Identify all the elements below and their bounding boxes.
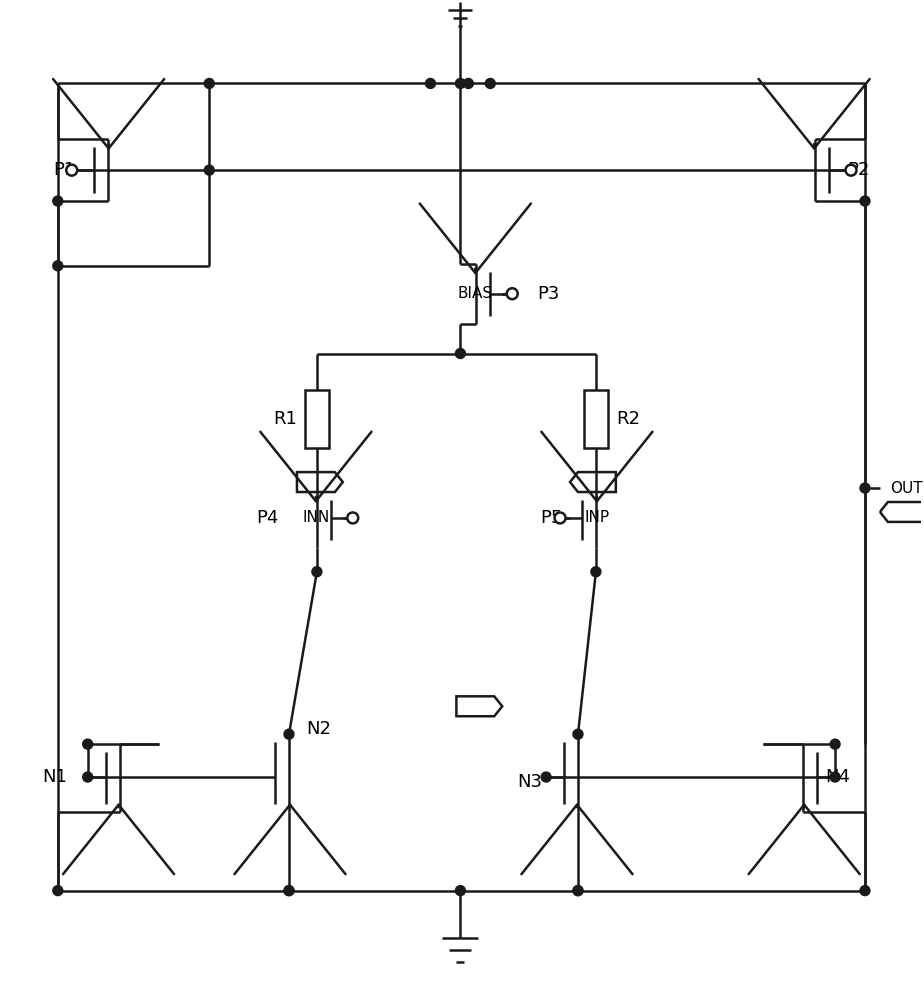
Circle shape — [860, 196, 870, 206]
Circle shape — [485, 78, 495, 88]
Circle shape — [284, 886, 294, 896]
Text: N2: N2 — [307, 720, 332, 738]
Bar — [305, 390, 329, 448]
Circle shape — [591, 567, 601, 577]
Circle shape — [284, 886, 294, 896]
Circle shape — [860, 886, 870, 896]
Circle shape — [347, 512, 359, 523]
Circle shape — [463, 78, 473, 88]
Circle shape — [53, 196, 63, 206]
Text: R1: R1 — [274, 410, 297, 428]
Circle shape — [830, 739, 840, 749]
Text: P3: P3 — [537, 285, 560, 303]
Text: OUT: OUT — [891, 481, 923, 496]
Text: INN: INN — [302, 510, 330, 525]
Circle shape — [83, 772, 92, 782]
Circle shape — [541, 772, 551, 782]
Circle shape — [845, 165, 857, 176]
Bar — [584, 390, 608, 448]
Circle shape — [554, 512, 565, 523]
Text: BIAS: BIAS — [457, 286, 492, 301]
Circle shape — [860, 483, 870, 493]
Text: N3: N3 — [517, 773, 542, 791]
Circle shape — [456, 886, 466, 896]
Circle shape — [312, 567, 322, 577]
Circle shape — [573, 886, 583, 896]
Text: P2: P2 — [847, 161, 870, 179]
Circle shape — [284, 729, 294, 739]
Circle shape — [506, 288, 517, 299]
Circle shape — [830, 772, 840, 782]
Circle shape — [456, 349, 466, 358]
Text: P4: P4 — [256, 509, 278, 527]
Circle shape — [67, 165, 78, 176]
Circle shape — [53, 886, 63, 896]
Text: R2: R2 — [615, 410, 639, 428]
Circle shape — [573, 729, 583, 739]
Circle shape — [573, 886, 583, 896]
Circle shape — [426, 78, 435, 88]
Text: N1: N1 — [43, 768, 67, 786]
Circle shape — [456, 78, 466, 88]
Text: INP: INP — [584, 510, 610, 525]
Circle shape — [83, 739, 92, 749]
Circle shape — [53, 261, 63, 271]
Circle shape — [204, 165, 214, 175]
Text: N4: N4 — [825, 768, 851, 786]
Circle shape — [204, 78, 214, 88]
Text: P5: P5 — [540, 509, 563, 527]
Text: P1: P1 — [53, 161, 75, 179]
